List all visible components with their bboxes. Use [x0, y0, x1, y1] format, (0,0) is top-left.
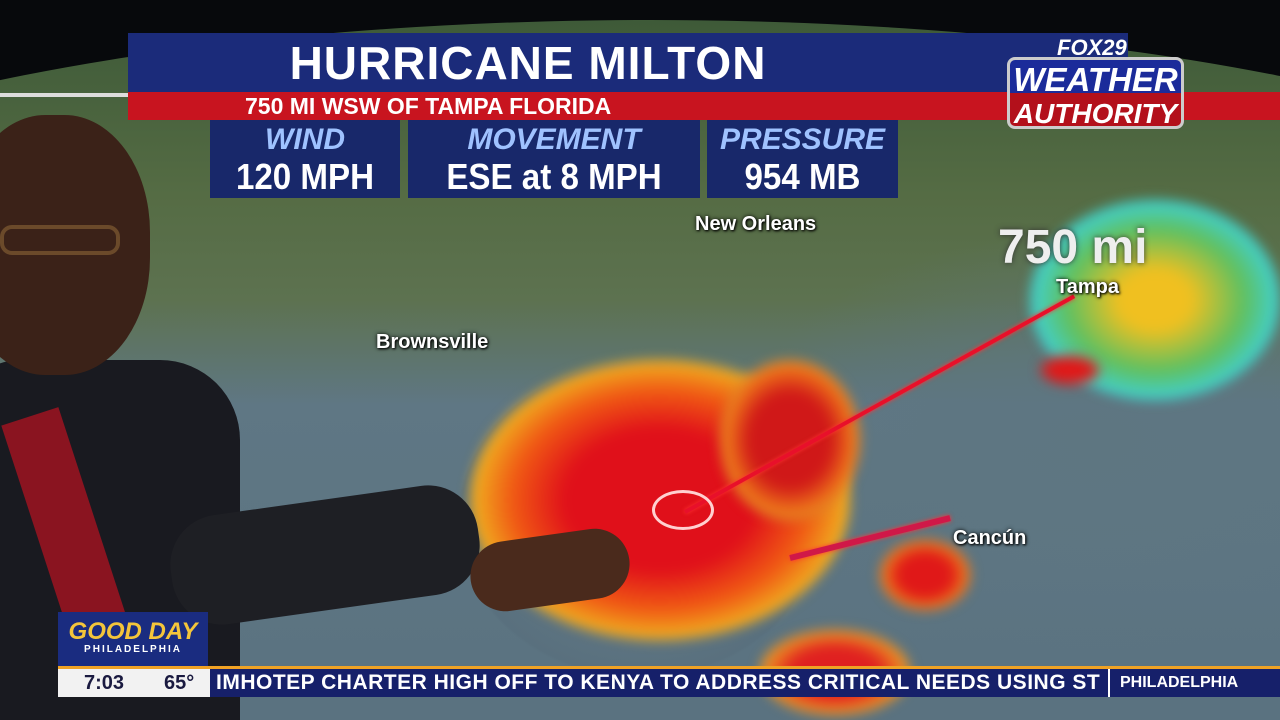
logo-line2: AUTHORITY: [1013, 98, 1178, 129]
clock: 7:03: [84, 672, 125, 694]
hurricane-eye: [652, 490, 714, 530]
ticker-divider: [1108, 669, 1110, 697]
city-label-tampa: Tampa: [1056, 276, 1119, 298]
temperature: 65°: [164, 672, 195, 694]
logo-station: FOX29: [1057, 35, 1127, 60]
stat-label: MOVEMENT: [467, 123, 641, 156]
title-bar: [128, 33, 1128, 92]
storm-location: 750 MI WSW OF TAMPA FLORIDA: [245, 93, 612, 119]
meteorologist-head: [0, 115, 150, 375]
stat-value: 954 MB: [744, 156, 861, 197]
distance-label: 750 mi: [998, 221, 1148, 274]
storm-title: HURRICANE MILTON: [289, 37, 767, 89]
logo-badge: WEATHER AUTHORITY: [1007, 57, 1184, 129]
ticker-location: PHILADELPHIA: [1110, 669, 1280, 697]
time-temp-box: 7:03 65°: [58, 669, 210, 697]
ticker-accent-line: [58, 666, 1280, 669]
stat-pressure: PRESSURE 954 MB: [707, 120, 898, 198]
good-day-logo: GOOD DAY PHILADELPHIA: [58, 612, 208, 667]
glasses: [0, 225, 120, 255]
stat-movement: MOVEMENT ESE at 8 MPH: [408, 120, 700, 198]
radar-cell: [720, 360, 860, 520]
radar-cell: [880, 540, 970, 610]
city-label-new-orleans: New Orleans: [695, 213, 817, 235]
stat-label: WIND: [265, 123, 345, 156]
divider: [0, 93, 128, 97]
fox29-weather-authority-logo: FOX29 WEATHER AUTHORITY: [1007, 35, 1184, 130]
logo-line1: WEATHER: [1013, 61, 1178, 98]
stat-wind: WIND 120 MPH: [210, 120, 400, 198]
stat-value: ESE at 8 MPH: [446, 156, 662, 197]
news-ticker: IMHOTEP CHARTER HIGH OFF TO KENYA TO ADD…: [210, 669, 1108, 697]
show-city: PHILADELPHIA: [84, 644, 182, 655]
city-label-cancun: Cancún: [953, 527, 1027, 549]
city-label-brownsville: Brownsville: [376, 331, 489, 353]
radar-cell: [1040, 355, 1100, 385]
stat-value: 120 MPH: [235, 156, 375, 197]
show-name: GOOD DAY: [68, 618, 198, 645]
stat-label: PRESSURE: [719, 123, 886, 156]
